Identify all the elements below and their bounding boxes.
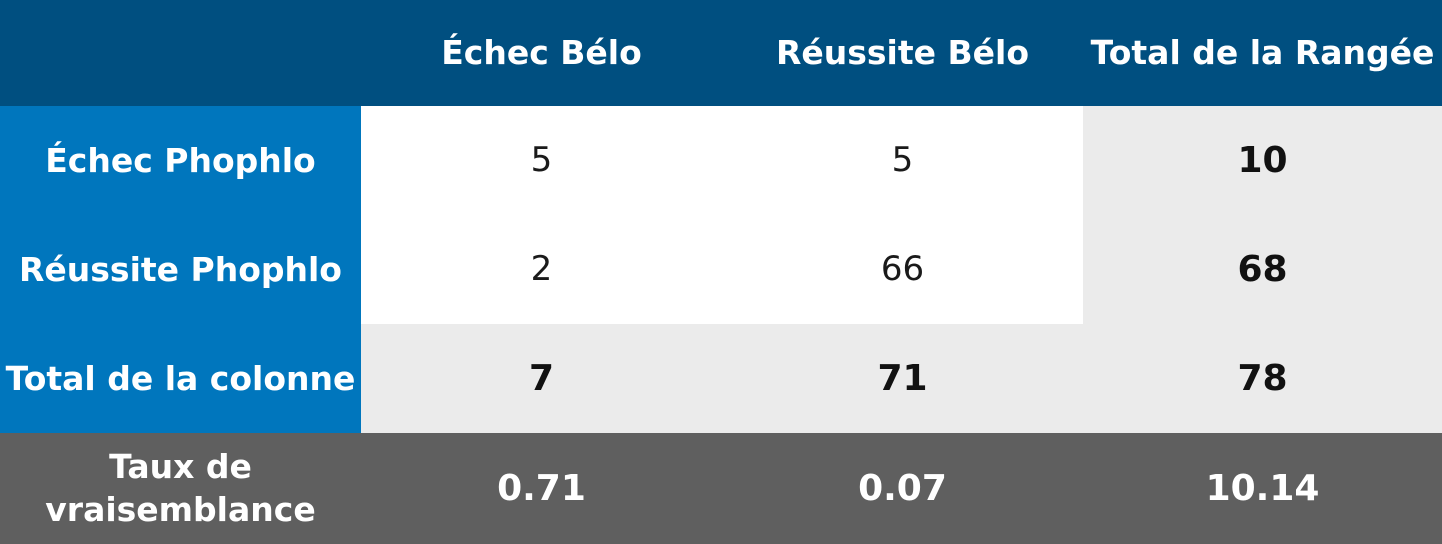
row-total-cell: 68	[1083, 215, 1442, 324]
column-header-reussite-belo: Réussite Bélo	[722, 0, 1083, 106]
table-cell: 66	[722, 215, 1083, 324]
column-total-cell: 7	[361, 324, 722, 433]
column-header-row-total: Total de la Rangée	[1083, 0, 1442, 106]
row-header-likelihood-ratio: Taux de vraisemblance	[0, 433, 361, 544]
row-header-column-total: Total de la colonne	[0, 324, 361, 433]
corner-header-cell	[0, 0, 361, 106]
likelihood-ratio-cell: 0.07	[722, 433, 1083, 544]
grand-total-cell: 78	[1083, 324, 1442, 433]
column-total-cell: 71	[722, 324, 1083, 433]
likelihood-ratio-cell: 0.71	[361, 433, 722, 544]
likelihood-ratio-cell: 10.14	[1083, 433, 1442, 544]
table-cell: 5	[722, 106, 1083, 215]
row-header-echec-phophlo: Échec Phophlo	[0, 106, 361, 215]
column-header-echec-belo: Échec Bélo	[361, 0, 722, 106]
row-total-cell: 10	[1083, 106, 1442, 215]
table-cell: 5	[361, 106, 722, 215]
table-cell: 2	[361, 215, 722, 324]
row-header-reussite-phophlo: Réussite Phophlo	[0, 215, 361, 324]
